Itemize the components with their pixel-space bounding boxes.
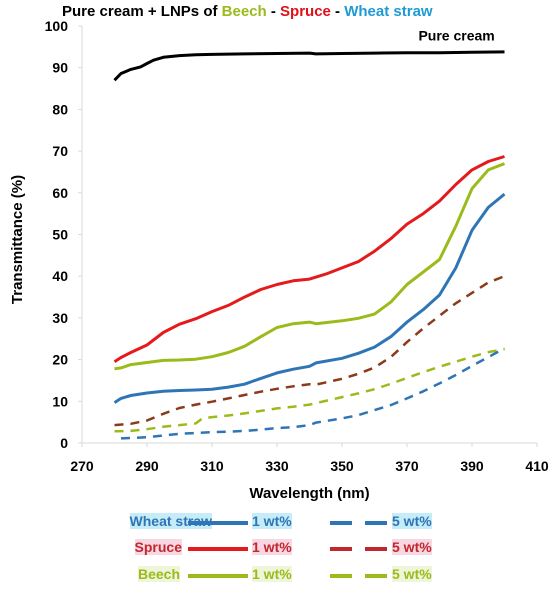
legend-label-5wt: 5 wt% — [392, 566, 432, 582]
y-tick-label: 50 — [52, 227, 68, 243]
y-tick-label: 70 — [52, 143, 68, 159]
title-part: - — [330, 3, 345, 20]
legend-dash-swatch — [365, 521, 387, 525]
series-line-beech-1 — [114, 162, 506, 371]
legend-dash-swatch — [330, 521, 352, 525]
chart-labels: 270 290 310 330 350 370 390 410 0 10 20 30 40 50 60 70 8… — [9, 18, 549, 502]
title-part: Beech — [221, 3, 267, 20]
series-line-beech-5 — [114, 347, 505, 433]
title-part: Wheat straw — [344, 3, 433, 20]
y-tick-label: 90 — [52, 60, 68, 76]
series-layer — [113, 50, 506, 440]
legend-name: Beech — [137, 566, 180, 582]
legend-dash-swatch — [330, 574, 352, 578]
y-tick-label: 30 — [52, 310, 68, 326]
legend-solid-swatch — [188, 521, 248, 525]
y-tick-label: 80 — [52, 101, 68, 117]
legend-dash-swatch — [330, 547, 352, 551]
legend-row-wheat-straw: Wheat straw 1 wt% 5 wt% — [0, 512, 550, 532]
legend-label-1wt: 1 wt% — [252, 566, 292, 582]
legend-solid-swatch — [188, 547, 248, 551]
title-part: - — [266, 3, 281, 20]
x-tick-label: 410 — [525, 458, 549, 474]
legend-dash-swatch — [365, 574, 387, 578]
y-tick-label: 0 — [60, 435, 68, 451]
legend-dash-swatch — [365, 547, 387, 551]
series-line-wheat-5 — [120, 347, 506, 440]
series-line-wheat-1 — [113, 192, 506, 404]
legend-solid-swatch — [188, 574, 248, 578]
legend-label-5wt: 5 wt% — [392, 539, 432, 555]
annotation-pure-cream: Pure cream — [418, 28, 494, 44]
series-line-spruce-1 — [113, 155, 505, 363]
y-tick-label: 100 — [45, 18, 69, 34]
title-part: Spruce — [280, 3, 331, 20]
y-tick-label: 20 — [52, 352, 68, 368]
x-tick-label: 370 — [395, 458, 419, 474]
x-tick-label: 270 — [70, 458, 94, 474]
series-line-spruce-5 — [114, 275, 505, 427]
legend-row-beech: Beech 1 wt% 5 wt% — [0, 565, 550, 585]
legend-label-5wt: 5 wt% — [392, 513, 432, 529]
x-axis-label: Wavelength (nm) — [249, 485, 369, 502]
x-tick-label: 330 — [265, 458, 289, 474]
y-tick-label: 40 — [52, 268, 68, 284]
y-axis-label: Transmittance (%) — [9, 175, 26, 304]
legend-label-1wt: 1 wt% — [252, 513, 292, 529]
title-part: Pure cream + LNPs of — [62, 3, 222, 20]
y-tick-label: 10 — [52, 393, 68, 409]
y-tick-label: 60 — [52, 185, 68, 201]
legend-name: Wheat straw — [129, 513, 212, 529]
x-tick-label: 310 — [200, 458, 224, 474]
legend-row-spruce: Spruce 1 wt% 5 wt% — [0, 538, 550, 558]
x-tick-label: 290 — [135, 458, 159, 474]
series-line-pure — [113, 50, 505, 82]
chart-axes — [78, 25, 538, 447]
legend-name: Spruce — [134, 539, 182, 555]
x-tick-label: 390 — [460, 458, 484, 474]
x-tick-label: 350 — [330, 458, 354, 474]
chart-title: Pure cream + LNPs of Beech - Spruce - Wh… — [62, 3, 433, 20]
legend-label-1wt: 1 wt% — [252, 539, 292, 555]
